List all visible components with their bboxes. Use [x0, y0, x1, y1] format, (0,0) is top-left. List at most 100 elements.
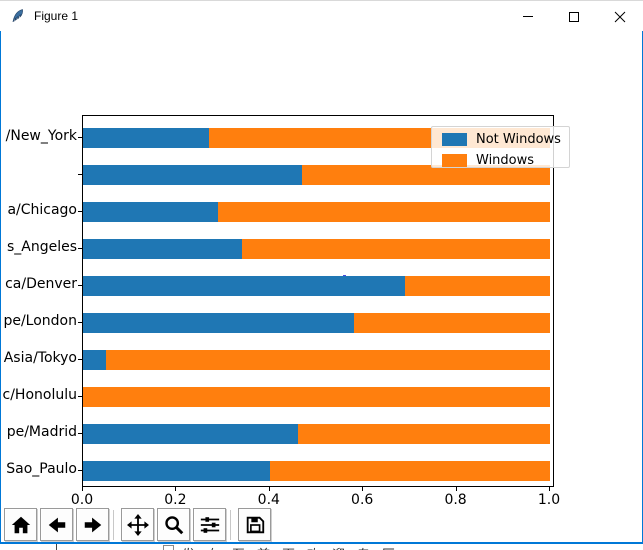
- bar-segment-not-windows: [83, 128, 210, 148]
- close-button[interactable]: [597, 1, 643, 32]
- behind-checkbox-label: 发布至首页欢迎专区: [182, 544, 407, 550]
- back-arrow-icon: [48, 517, 65, 532]
- behind-checkbox[interactable]: [163, 545, 174, 550]
- y-tick: [78, 248, 82, 249]
- x-tick: [268, 487, 270, 491]
- y-tick: [78, 137, 82, 138]
- bar-segment-not-windows: [83, 461, 270, 481]
- y-tick: [78, 174, 82, 175]
- bar-segment-windows: [297, 424, 550, 444]
- pan-move-icon: [126, 513, 149, 536]
- forward-button[interactable]: [76, 508, 109, 541]
- bar-segment-not-windows: [83, 276, 406, 296]
- bar-row: [83, 239, 550, 259]
- sliders-icon: [200, 516, 219, 533]
- bar-row: [83, 350, 550, 370]
- y-tick: [78, 396, 82, 397]
- title-bar[interactable]: Figure 1: [0, 0, 643, 31]
- zoom-rect-button[interactable]: [157, 508, 190, 541]
- toolbar-separator: [230, 509, 231, 540]
- caret-artifact: [56, 544, 57, 550]
- save-button[interactable]: [238, 508, 271, 541]
- y-tick-label: a/Chicago: [7, 202, 77, 218]
- magnifier-icon: [164, 515, 183, 534]
- bar-segment-not-windows: [83, 350, 107, 370]
- y-tick: [78, 433, 82, 434]
- bar-row: [83, 202, 550, 222]
- bar-segment-windows: [405, 276, 550, 296]
- y-tick: [78, 285, 82, 286]
- x-tick: [362, 487, 364, 491]
- window-border-bottom: [0, 542, 643, 544]
- bar-segment-not-windows: [83, 202, 219, 222]
- forward-arrow-icon: [84, 517, 101, 532]
- legend-label: Not Windows: [476, 132, 561, 147]
- legend-swatch-blue: [442, 133, 467, 146]
- x-tick-label: 0.4: [257, 492, 280, 507]
- y-tick: [78, 322, 82, 323]
- bar-segment-not-windows: [83, 165, 303, 185]
- pan-button[interactable]: [121, 508, 154, 541]
- configure-subplots-button[interactable]: [193, 508, 226, 541]
- maximize-button[interactable]: [551, 1, 597, 32]
- bar-segment-not-windows: [83, 424, 298, 444]
- x-tick: [175, 487, 177, 491]
- bar-segment-windows: [269, 461, 550, 481]
- bar-segment-windows: [241, 239, 550, 259]
- y-tick-label: ca/Denver: [5, 276, 77, 292]
- bar-row: [83, 313, 550, 333]
- bar-row: [83, 387, 550, 407]
- matplotlib-feather-icon: [12, 9, 23, 22]
- x-tick-label: 0.8: [444, 492, 467, 507]
- y-tick: [78, 470, 82, 471]
- legend-entry-not-windows: Not Windows: [442, 131, 569, 148]
- y-tick-label: Sao_Paulo: [6, 461, 77, 477]
- maximize-icon: [569, 11, 579, 22]
- home-icon: [11, 516, 30, 533]
- x-tick-label: 0.2: [164, 492, 187, 507]
- x-tick: [82, 487, 83, 491]
- legend-entry-windows: Windows: [442, 152, 569, 169]
- y-tick: [78, 211, 82, 212]
- x-tick-label: 0.6: [351, 492, 374, 507]
- bar-row: [83, 276, 550, 296]
- window-border-left: [0, 31, 1, 544]
- bar-segment-not-windows: [83, 313, 354, 333]
- plot-area: [82, 115, 554, 487]
- y-tick-label: s_Angeles: [6, 239, 77, 255]
- y-tick-label: pe/London: [3, 313, 77, 329]
- y-tick-label: c/Honolulu: [2, 387, 77, 403]
- y-tick-label: Asia/Tokyo: [3, 350, 77, 366]
- x-tick: [549, 487, 550, 491]
- minimize-icon: [523, 16, 533, 17]
- bar-segment-windows: [353, 313, 550, 333]
- close-icon: [614, 11, 626, 22]
- y-tick-label: pe/Madrid: [6, 424, 77, 440]
- bar-segment-windows: [83, 387, 550, 407]
- navigation-toolbar: [1, 507, 642, 542]
- back-button[interactable]: [40, 508, 73, 541]
- minimize-button[interactable]: [505, 1, 551, 32]
- figure-canvas[interactable]: Not Windows Windows /New_York a/Chicago s_…: [0, 31, 643, 507]
- x-tick-label: 0.0: [70, 492, 94, 507]
- bar-row: [83, 424, 550, 444]
- y-tick-label: /New_York: [5, 128, 77, 144]
- bar-segment-not-windows: [83, 239, 242, 259]
- home-button[interactable]: [4, 508, 37, 541]
- x-tick-label: 1.0: [537, 492, 561, 507]
- legend-label: Windows: [476, 153, 535, 168]
- bar-row: [83, 165, 550, 185]
- bar-row: [83, 461, 550, 481]
- toolbar-separator: [113, 509, 114, 540]
- bar-segment-windows: [106, 350, 550, 370]
- y-tick: [78, 359, 82, 360]
- x-tick: [455, 487, 457, 491]
- legend: Not Windows Windows: [431, 126, 570, 168]
- legend-swatch-orange: [442, 154, 467, 167]
- bar-segment-windows: [302, 165, 550, 185]
- behind-window-sliver: 发布至首页欢迎专区: [0, 544, 643, 550]
- bar-segment-windows: [218, 202, 550, 222]
- save-floppy-icon: [246, 516, 264, 533]
- window-title: Figure 1: [34, 9, 79, 23]
